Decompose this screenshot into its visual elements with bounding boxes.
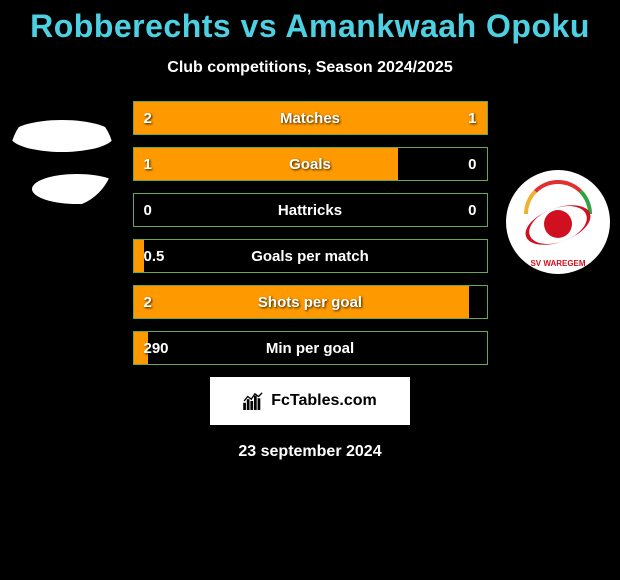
stat-label: Hattricks <box>134 194 487 226</box>
stat-row: 21Matches <box>133 101 488 135</box>
stat-row: 0.5Goals per match <box>133 239 488 273</box>
watermark: FcTables.com <box>210 377 410 425</box>
watermark-text: FcTables.com <box>271 392 377 410</box>
ellipse-2 <box>32 174 114 204</box>
football-icon <box>544 210 572 238</box>
stat-row: 00Hattricks <box>133 193 488 227</box>
stat-row: 290Min per goal <box>133 331 488 365</box>
subtitle: Club competitions, Season 2024/2025 <box>0 59 620 77</box>
stat-label: Shots per goal <box>134 286 487 318</box>
ellipse-1 <box>10 120 114 152</box>
player-right-logo: SV WAREGEM <box>506 170 610 274</box>
stat-label: Goals <box>134 148 487 180</box>
stat-label: Min per goal <box>134 332 487 364</box>
chart-icon <box>243 392 265 410</box>
club-name: SV WAREGEM <box>506 259 610 268</box>
stat-label: Goals per match <box>134 240 487 272</box>
stats-bars: 21Matches 10Goals 00Hattricks 0.5Goals per … <box>133 101 488 365</box>
date: 23 september 2024 <box>0 443 620 461</box>
stat-row: 2Shots per goal <box>133 285 488 319</box>
stat-row: 10Goals <box>133 147 488 181</box>
player-left-logo <box>10 104 114 208</box>
stat-label: Matches <box>134 102 487 134</box>
page-title: Robberechts vs Amankwaah Opoku <box>0 0 620 45</box>
